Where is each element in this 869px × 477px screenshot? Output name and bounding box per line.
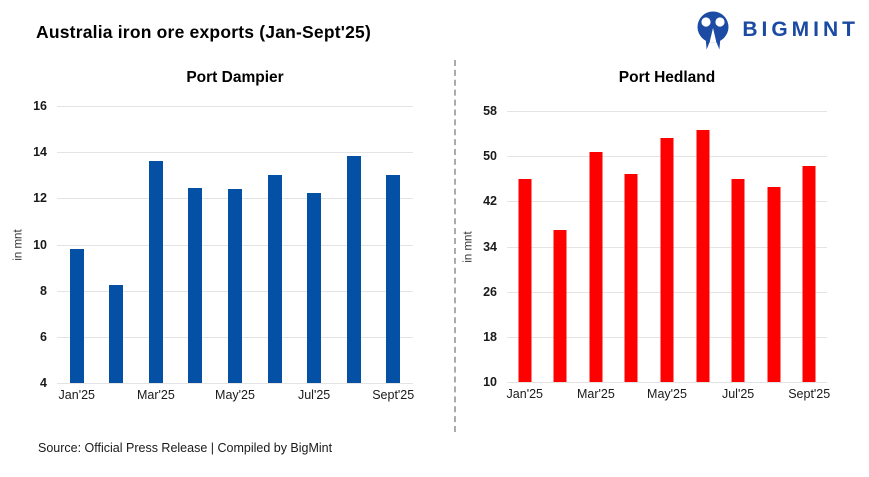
bar-Jul'25 [307,192,322,383]
y-tick-label: 8 [40,283,47,298]
source-note: Source: Official Press Release | Compile… [38,441,333,455]
x-tick-label: Jan'25 [506,387,543,401]
x-tick-label: Mar'25 [136,388,175,402]
plot-wrap: in mnt 58 50 42 34 26 18 10 [463,105,827,388]
bigmint-logo-icon [691,8,735,52]
chart-port-hedland: Port Hedland in mnt 58 50 42 34 26 18 10 Jan'2… [455,58,869,405]
bar-Jun'25 [696,129,710,382]
x-axis: Jan'25 Mar'25 May'25 Jul'25 Sept'25 [506,382,831,404]
bar-Jan'25 [518,178,532,382]
bar-Jun'25 [267,175,282,383]
bar-May'25 [228,189,242,383]
bar-May'25 [660,137,674,382]
gridline [507,111,827,112]
bar-Apr'25 [624,174,638,382]
bigmint-logo: BIGMINT [691,8,859,52]
bar-Aug'25 [767,187,781,382]
bar-Feb'25 [109,284,124,383]
bar-Jan'25 [69,249,84,383]
x-tick-label: Sept'25 [788,387,831,401]
bar-Sept'25 [802,166,816,382]
chart-port-dampier: Port Dampier in mnt 16 14 12 10 8 6 4 Jan'25 Ma… [0,58,455,405]
bar-Aug'25 [346,155,361,383]
chart-title-hedland: Port Hedland [618,69,716,86]
y-tick-label: 50 [483,148,497,163]
y-tick-label: 34 [483,239,497,254]
x-tick-label: Mar'25 [576,387,615,401]
y-tick-label: 42 [483,194,497,209]
x-tick-label: Jan'25 [58,388,95,402]
y-axis-label: in mnt [462,230,475,263]
y-tick-label: 16 [33,98,47,113]
x-tick-label: May'25 [215,388,255,402]
bar-Mar'25 [589,151,603,382]
x-axis: Jan'25 Mar'25 May'25 Jul'25 Sept'25 [57,383,415,405]
header: Australia iron ore exports (Jan-Sept'25)… [0,0,869,58]
x-tick-label: Sept'25 [372,388,415,402]
y-axis-label: in mnt [12,228,25,261]
charts-row: Port Dampier in mnt 16 14 12 10 8 6 4 Jan'25 Ma… [0,58,869,432]
gridline [57,106,413,107]
charts-divider [454,60,456,432]
gridline [507,382,827,383]
chart-title-dampier: Port Dampier [186,69,284,86]
page-title: Australia iron ore exports (Jan-Sept'25) [36,22,372,42]
x-tick-label: Jul'25 [721,387,755,401]
plot-wrap: in mnt 16 14 12 10 8 6 4 [13,100,413,389]
gridline [57,152,413,154]
y-tick-label: 10 [483,374,497,389]
bar-Sept'25 [386,175,401,383]
bar-Feb'25 [553,229,567,382]
gridline [57,383,413,384]
bar-Jul'25 [731,178,745,382]
x-tick-label: Jul'25 [297,388,331,402]
y-tick-label: 6 [40,329,47,344]
bigmint-logo-text: BIGMINT [742,18,859,41]
y-tick-label: 14 [33,144,47,159]
y-tick-label: 12 [33,191,47,206]
y-tick-label: 26 [483,284,497,299]
bar-Mar'25 [148,161,163,383]
y-tick-label: 18 [483,329,497,344]
x-tick-label: May'25 [647,387,687,401]
y-tick-label: 58 [483,103,497,118]
bar-Apr'25 [188,187,203,383]
y-tick-label: 4 [40,375,47,390]
y-tick-label: 10 [33,237,47,252]
